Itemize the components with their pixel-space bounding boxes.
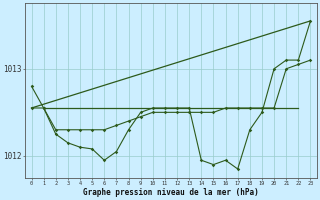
X-axis label: Graphe pression niveau de la mer (hPa): Graphe pression niveau de la mer (hPa) [83,188,259,197]
